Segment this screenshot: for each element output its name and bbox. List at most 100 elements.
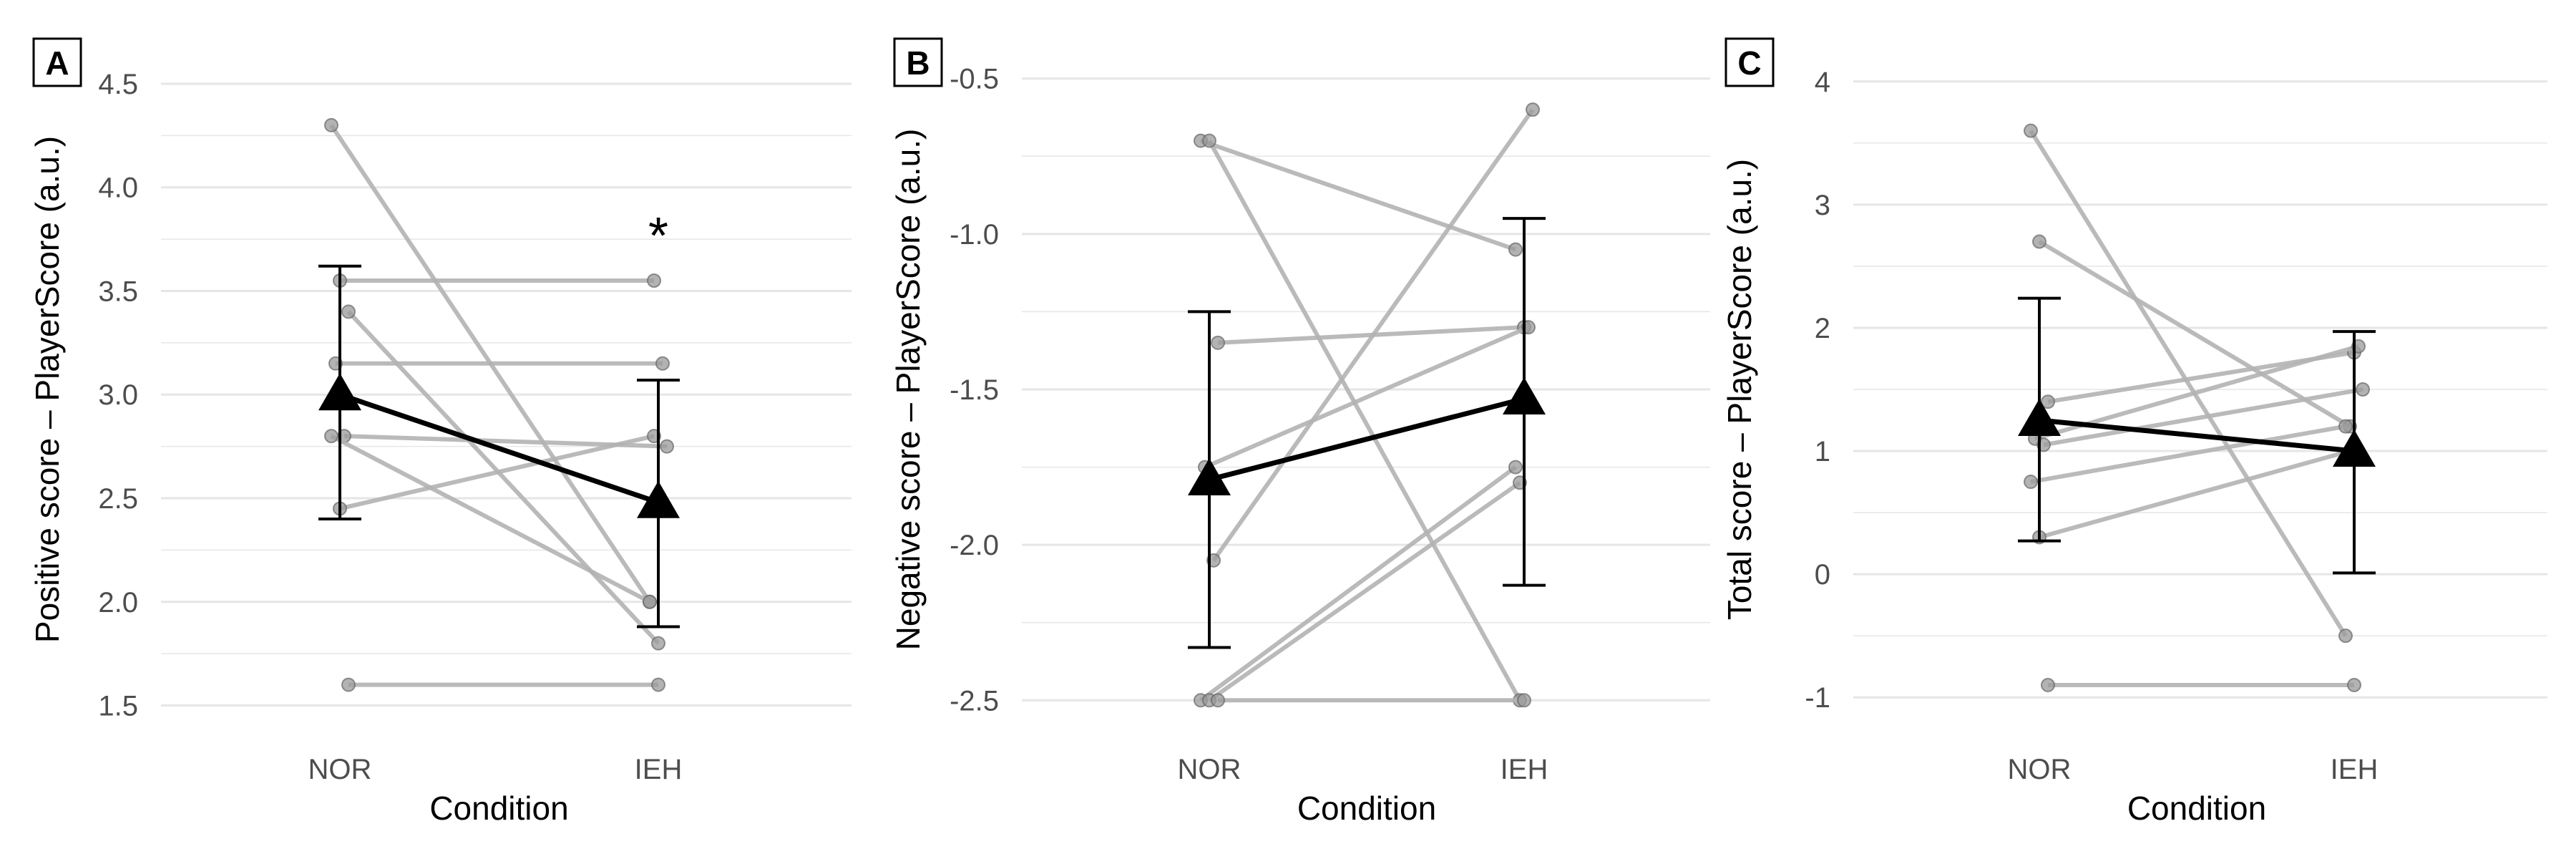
x-axis-title: Condition [2127,790,2266,827]
mean-line [1209,396,1525,482]
participant-line [2029,130,2348,637]
participant-point [324,117,338,132]
mean-series [318,264,680,629]
participant-point [2024,123,2038,138]
participant-point [2041,394,2055,409]
participant-3 [341,304,665,651]
participant-line [346,310,660,645]
panel-label-box [32,37,82,87]
participant-8 [341,677,665,692]
x-tick-labels: NOR IEH [1178,754,1548,785]
x-axis-title: Condition [429,790,568,827]
y-tick-label: 3.0 [98,379,138,411]
participant-line [2038,239,2351,429]
participant-point [2024,475,2038,490]
y-tick-label: 3 [1815,190,1830,221]
participant-point [655,356,670,371]
panel-label: B [906,44,930,82]
significance-marker: * [648,208,668,265]
x-tick-label: NOR [1178,754,1241,785]
participant-line [1207,140,1522,702]
participant-point [2338,419,2353,434]
participant-6 [324,429,657,609]
x-tick-label: IEH [2331,754,2379,785]
participant-point [647,273,661,288]
mean-point-triangle [1188,457,1231,495]
y-tick-labels: -1 0 1 2 3 4 [1805,67,1830,714]
y-tick-label: 1 [1815,436,1830,467]
y-tick-label: -1.0 [950,219,999,251]
panel-label: C [1737,44,1761,82]
participant-line [2030,424,2346,485]
panel-c: -1 0 1 2 3 4 NOR IEH Condition Total score – Play… [1721,37,2547,827]
participant-line [1208,480,1521,702]
participant-point [1526,102,1540,117]
y-tick-label: 1.5 [98,691,138,722]
participant-point [1202,133,1216,148]
participant-line [1200,138,1516,252]
participant-point [651,636,665,651]
x-tick-labels: NOR IEH [2008,754,2379,785]
participant-line [1204,325,1530,470]
participant-point [2347,677,2361,692]
participant-line [1199,465,1517,702]
panels: 1.5 2.0 2.5 3.0 3.5 4.0 4.5 NOR IEH Condition Posi… [29,37,2547,827]
participant-line [2039,449,2351,540]
participant-1 [2024,123,2353,644]
y-tick-label: -0.5 [950,64,999,95]
y-tick-label: 2 [1815,313,1830,344]
y-axis-title: Total score – PlayerScore (a.u.) [1721,159,1758,620]
x-axis-title: Condition [1297,790,1436,827]
y-tick-label: -1 [1805,682,1830,714]
mean-point-triangle [318,373,361,411]
panel-a: 1.5 2.0 2.5 3.0 3.5 4.0 4.5 NOR IEH Condition Posi… [29,37,852,827]
participant-point [2338,629,2353,644]
participant-line [1211,108,1535,562]
y-tick-label: 2.0 [98,587,138,618]
mean-point-triangle [1503,377,1546,415]
panel-b: -2.5 -2.0 -1.5 -1.0 -0.5 NOR IEH Condition Negat… [889,37,1710,827]
participant-series [1194,102,1540,708]
participant-line [330,434,651,604]
panel-label: A [45,44,69,82]
x-tick-label: IEH [1501,754,1548,785]
participant-point [1508,242,1523,257]
participant-point [1508,460,1523,475]
y-tick-label: -2.5 [950,685,999,717]
mean-point-triangle [2018,399,2061,437]
participant-point [2041,677,2055,692]
y-tick-labels: -2.5 -2.0 -1.5 -1.0 -0.5 [950,64,999,717]
y-tick-label: 0 [1815,559,1830,591]
y-tick-labels: 1.5 2.0 2.5 3.0 3.5 4.0 4.5 [98,69,138,722]
participant-point [2356,382,2370,397]
participant-8 [2041,677,2361,692]
participant-point [341,677,356,692]
mean-line [2039,417,2355,454]
mean-point-triangle [2333,430,2376,467]
panel-label-box [893,37,943,87]
y-tick-label: -2.0 [950,530,999,561]
participant-point [660,439,674,454]
mean-series [1188,217,1546,649]
participant-line [339,434,655,511]
y-tick-label: 2.5 [98,483,138,515]
y-tick-label: 3.5 [98,276,138,307]
mean-line [338,392,660,505]
y-tick-label: -1.5 [950,374,999,406]
participant-point [341,304,356,319]
y-tick-label: 4 [1815,67,1830,98]
panel-label-box [1724,37,1775,87]
y-axis-title: Positive score – PlayerScore (a.u.) [29,136,66,643]
gridlines [1022,77,1710,702]
y-axis-title: Negative score – PlayerScore (a.u.) [889,129,927,651]
gridlines [1853,80,2547,699]
participant-point [1211,335,1225,350]
gridlines [161,82,852,707]
mean-series [2018,296,2376,575]
participant-6 [2024,419,2353,490]
participant-point [643,594,657,609]
participant-point [2032,234,2046,249]
x-tick-label: IEH [635,754,683,785]
y-tick-label: 4.0 [98,173,138,204]
